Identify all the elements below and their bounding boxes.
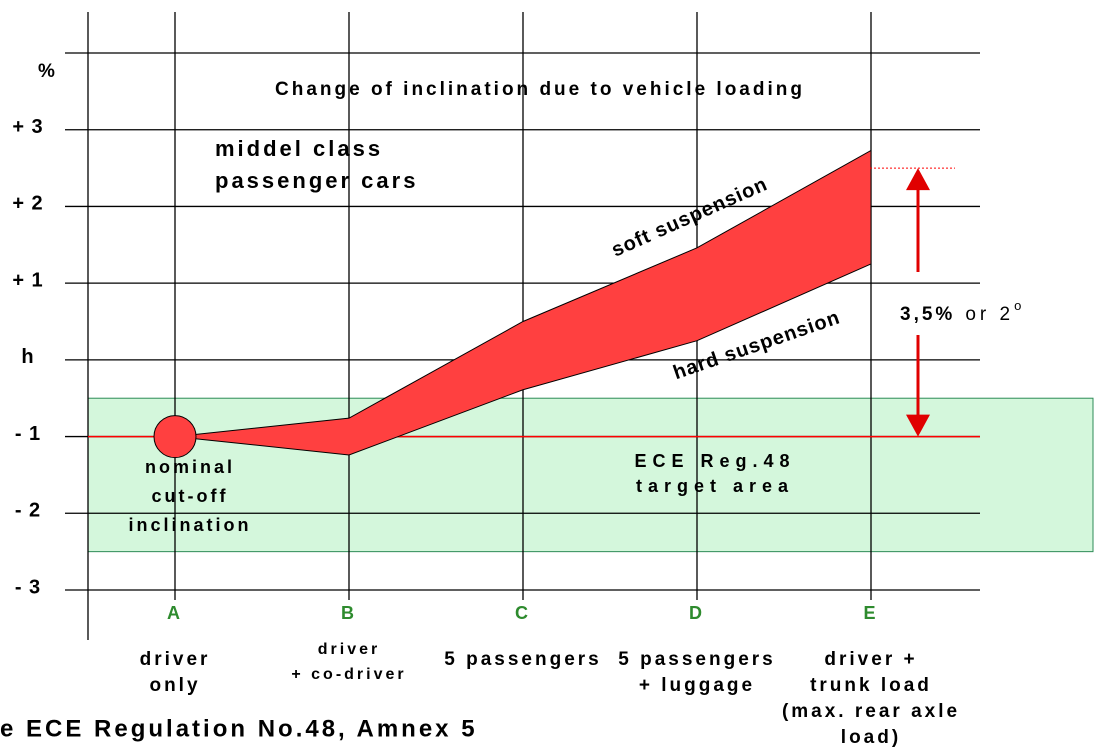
category-label: C (515, 603, 531, 623)
arrow-head (906, 168, 930, 191)
y-axis-label: % (38, 61, 58, 82)
tolerance-label-text: or 2 (965, 304, 1014, 325)
target-area (87, 397, 1094, 553)
category-description: (max. rear axle (782, 701, 960, 722)
y-tick-label: + 1 (12, 269, 43, 291)
vehicle-class: middel class (215, 136, 383, 161)
category-description: 5 passengers (618, 649, 775, 670)
category-description: driver (318, 641, 380, 658)
nominal-point (153, 415, 197, 459)
y-tick-label: + 2 (12, 193, 43, 215)
chart-title: Change of inclination due to vehicle loa… (275, 79, 805, 100)
category-description: + luggage (639, 675, 755, 696)
category-label: E (863, 603, 878, 623)
target-label: ECE Reg.48 (634, 451, 795, 471)
category-description: driver (140, 649, 211, 670)
band (174, 149, 872, 456)
y-tick-label: - 2 (15, 500, 41, 522)
category-label: B (341, 603, 357, 623)
vehicle-class: passenger cars (215, 168, 418, 193)
category-description: load) (841, 727, 901, 748)
y-tick-label: h (21, 346, 34, 368)
nominal-label: nominal (145, 457, 235, 477)
footer: e ECE Regulation No.48, Amnex 5 (0, 715, 478, 742)
y-tick-label: + 3 (12, 116, 43, 138)
tolerance-label: 3,5% or 2o (900, 298, 1021, 325)
category-label: D (689, 603, 705, 623)
nominal-label: inclination (129, 515, 252, 535)
target-label: target area (636, 476, 794, 496)
category-description: trunk load (810, 675, 932, 696)
category-label: A (167, 603, 183, 623)
arrow-head (906, 414, 930, 437)
y-tick-label: - 1 (15, 423, 41, 445)
tolerance-label-bold: 3,5% (900, 304, 955, 325)
tolerance-label-sup: o (1014, 298, 1021, 313)
nominal-label: cut-off (152, 486, 229, 506)
category-description: 5 passengers (444, 649, 601, 670)
category-description: + co-driver (291, 666, 406, 683)
category-description: driver + (824, 649, 917, 670)
category-description: only (149, 675, 200, 696)
y-tick-label: - 3 (15, 576, 41, 598)
